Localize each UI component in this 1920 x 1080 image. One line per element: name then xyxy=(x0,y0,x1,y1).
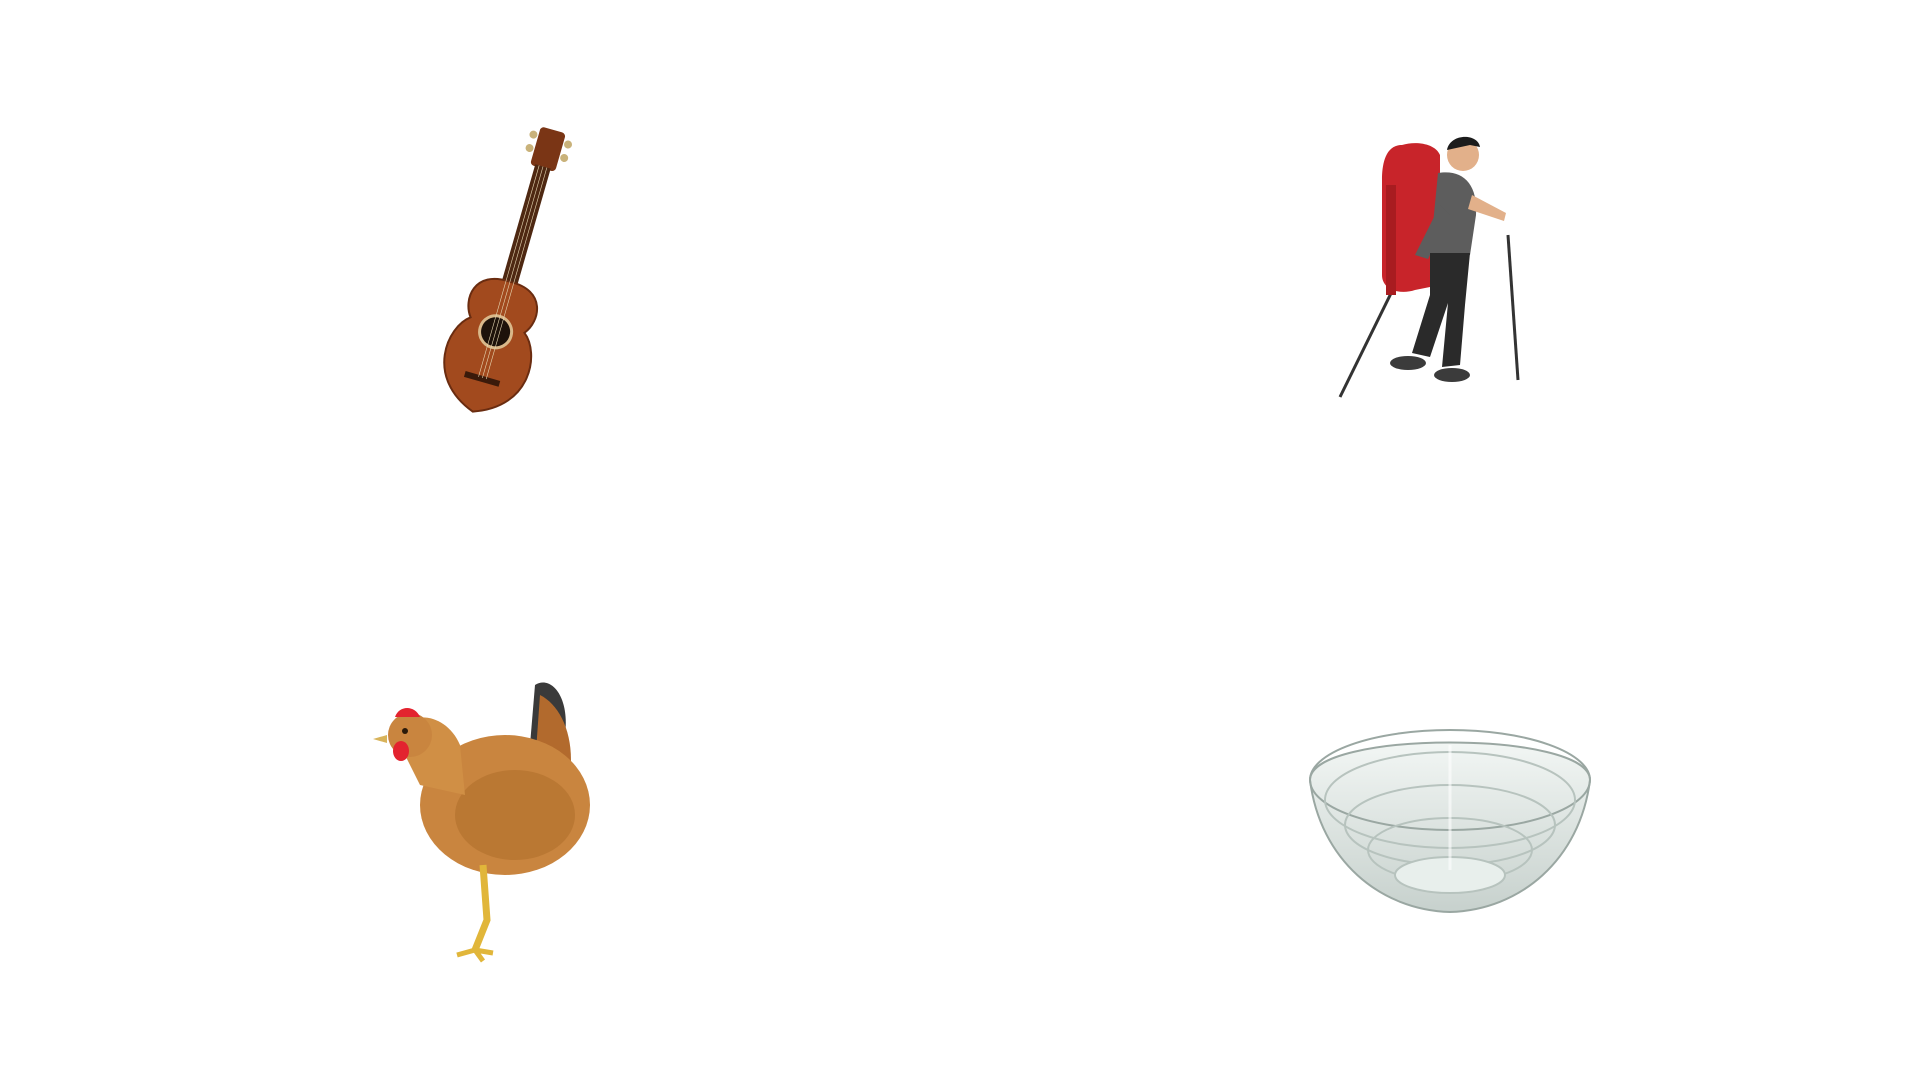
guitar-image xyxy=(405,120,585,430)
glass-bowl-image xyxy=(1300,700,1600,930)
hiker-icon xyxy=(1338,136,1520,398)
hiker-image xyxy=(1290,125,1550,425)
guitar-icon xyxy=(443,127,573,413)
bowl-icon xyxy=(1308,729,1592,914)
hen-image xyxy=(365,665,615,965)
hen-icon xyxy=(373,682,590,963)
